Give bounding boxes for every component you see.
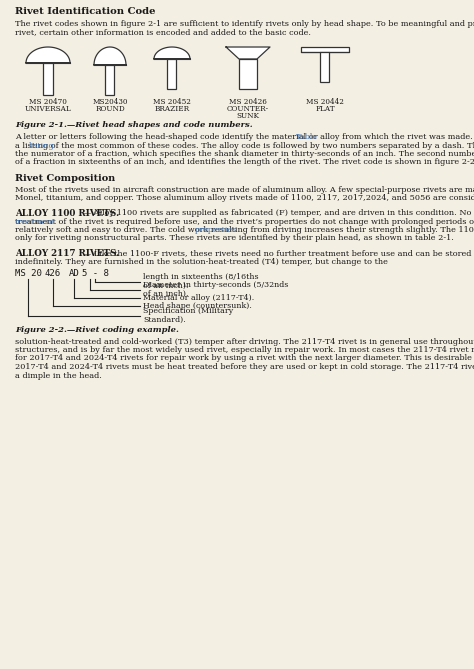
Text: The rivet codes shown in figure 2-1 are sufficient to identify rivets only by he: The rivet codes shown in figure 2-1 are …: [15, 20, 474, 28]
Text: Material or alloy (2117-T4).: Material or alloy (2117-T4).: [143, 294, 254, 302]
Text: ALLOY 1100 RIVETS.: ALLOY 1100 RIVETS.: [15, 209, 119, 218]
Text: MS 20426: MS 20426: [229, 98, 267, 106]
Text: of a fraction in sixteenths of an inch, and identifies the length of the rivet. : of a fraction in sixteenths of an inch, …: [15, 159, 474, 167]
Bar: [106, 65, 115, 95]
Text: MS 20442: MS 20442: [306, 98, 344, 106]
Text: Figure 2-2.—Rivet coding example.: Figure 2-2.—Rivet coding example.: [15, 326, 179, 334]
Text: MS 20470: MS 20470: [29, 98, 67, 106]
Text: Rivet Composition: Rivet Composition: [15, 174, 115, 183]
Text: rivet, certain other information is encoded and added to the basic code.: rivet, certain other information is enco…: [15, 29, 311, 37]
Bar: [167, 59, 176, 89]
Polygon shape: [154, 47, 190, 59]
Polygon shape: [94, 47, 126, 65]
Text: COUNTER-: COUNTER-: [227, 105, 269, 113]
Text: Monel, titanium, and copper. Those aluminum alloy rivets made of 1100, 2117, 201: Monel, titanium, and copper. Those alumi…: [15, 195, 474, 203]
Text: structures, and is by far the most widely used rivet, especially in repair work.: structures, and is by far the most widel…: [15, 346, 474, 354]
Text: treatment of the rivet is required before use, and the rivet’s properties do not: treatment of the rivet is required befor…: [15, 217, 474, 225]
Bar: [239, 59, 257, 89]
Text: — Like the 1100-F rivets, these rivets need no further treatment before use and : — Like the 1100-F rivets, these rivets n…: [83, 249, 471, 257]
Text: Head shape (countersunk).: Head shape (countersunk).: [143, 302, 252, 310]
Text: Table: Table: [296, 133, 318, 141]
Bar: [301, 47, 349, 52]
Text: AD: AD: [69, 270, 79, 278]
Text: only for riveting nonstructural parts. These rivets are identified by their plai: only for riveting nonstructural parts. T…: [15, 235, 454, 242]
Text: listing: listing: [29, 142, 55, 149]
Bar: [43, 63, 53, 95]
Text: 426: 426: [45, 270, 61, 278]
Text: UNIVERSAL: UNIVERSAL: [25, 105, 72, 113]
Text: SUNK: SUNK: [237, 112, 259, 120]
Text: ROUND: ROUND: [95, 105, 125, 113]
Text: Figure 2-1.—Rivet head shapes and code numbers.: Figure 2-1.—Rivet head shapes and code n…: [15, 121, 253, 129]
Text: 5 - 8: 5 - 8: [82, 270, 109, 278]
Text: indefinitely. They are furnished in the solution-heat-treated (T4) temper, but c: indefinitely. They are furnished in the …: [15, 258, 388, 266]
Polygon shape: [26, 47, 70, 63]
Text: treatment: treatment: [15, 217, 56, 225]
Text: length in sixteenths (8/16ths
of an inch).: length in sixteenths (8/16ths of an inch…: [143, 273, 259, 290]
Text: Specification (Military
Standard).: Specification (Military Standard).: [143, 307, 233, 324]
Text: relatively soft and easy to drive. The cold work resulting from driving increase: relatively soft and easy to drive. The c…: [15, 226, 474, 234]
Text: FLAT: FLAT: [315, 105, 335, 113]
Text: 2017-T4 and 2024-T4 rivets must be heat treated before they are used or kept in : 2017-T4 and 2024-T4 rivets must be heat …: [15, 363, 474, 371]
Text: BRAZIER: BRAZIER: [155, 105, 190, 113]
Text: Rivet Identification Code: Rivet Identification Code: [15, 7, 155, 16]
Text: A letter or letters following the head-shaped code identify the material or allo: A letter or letters following the head-s…: [15, 133, 474, 141]
Text: — Alloy 1100 rivets are supplied as fabricated (F) temper, and are driven in thi: — Alloy 1100 rivets are supplied as fabr…: [83, 209, 474, 217]
Text: for 2017-T4 and 2024-T4 rivets for repair work by using a rivet with the next la: for 2017-T4 and 2024-T4 rivets for repai…: [15, 355, 474, 363]
Text: a dimple in the head.: a dimple in the head.: [15, 371, 102, 379]
Text: Most of the rivets used in aircraft construction are made of aluminum alloy. A f: Most of the rivets used in aircraft cons…: [15, 186, 474, 194]
Text: MS20430: MS20430: [92, 98, 128, 106]
Text: MS 20452: MS 20452: [153, 98, 191, 106]
Text: properties: properties: [195, 226, 237, 234]
Text: the numerator of a fraction, which specifies the shank diameter in thirty-second: the numerator of a fraction, which speci…: [15, 150, 474, 158]
Text: Diameter in thirty-seconds (5/32nds
of an inch).: Diameter in thirty-seconds (5/32nds of a…: [143, 281, 288, 298]
Text: solution-heat-treated and cold-worked (T3) temper after driving. The 2117-T4 riv: solution-heat-treated and cold-worked (T…: [15, 337, 474, 345]
Bar: [320, 52, 329, 82]
Text: ALLOY 2117 RIVETS.: ALLOY 2117 RIVETS.: [15, 249, 119, 258]
Polygon shape: [226, 47, 270, 59]
Text: a listing of the most common of these codes. The alloy code is followed by two n: a listing of the most common of these co…: [15, 142, 474, 149]
Text: MS 20: MS 20: [15, 270, 41, 278]
